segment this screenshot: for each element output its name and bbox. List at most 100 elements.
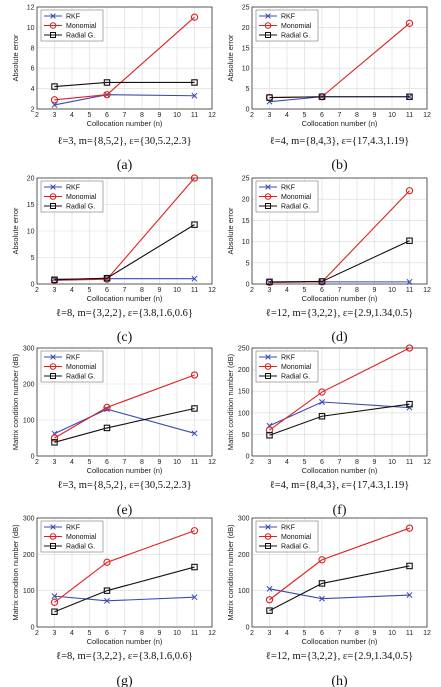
data-point-radial (51, 276, 58, 284)
data-point-radial (266, 278, 273, 286)
y-tick-label: 100 (23, 588, 35, 595)
y-tick-label: 0 (31, 625, 35, 632)
x-tick-label: 3 (268, 459, 272, 466)
data-point-radial (318, 580, 326, 587)
legend-marker-radial (50, 373, 56, 379)
y-axis-label: Matrix condition number (dB) (226, 524, 235, 621)
x-tick-label: 2 (35, 630, 39, 637)
data-point-rkf (191, 92, 198, 99)
x-tick-label: 11 (406, 287, 413, 294)
x-tick-label: 12 (423, 112, 431, 119)
legend: RKF Monomial Radial G. (255, 520, 319, 553)
x-tick-label: 7 (338, 112, 342, 119)
legend-label-radial: Radial G. (281, 374, 310, 381)
legend-label-rkf: RKF (66, 525, 80, 532)
data-point-radial (51, 608, 58, 615)
x-tick-label: 7 (123, 287, 127, 294)
y-tick-label: 5 (246, 86, 250, 93)
y-tick-label: 5 (31, 255, 35, 262)
x-axis-label: Collocation number (n) (302, 119, 378, 128)
legend: RKF Monomial Radial G. (40, 350, 104, 383)
y-tick-label: 100 (238, 588, 250, 595)
y-tick-label: 0 (246, 107, 250, 114)
data-point-rkf (191, 430, 198, 437)
legend-marker-monomial (49, 193, 57, 200)
plot-frame (36, 517, 213, 628)
x-tick-label: 3 (53, 112, 57, 119)
y-tick-label: 6 (31, 66, 35, 73)
data-point-monomial (318, 388, 326, 396)
plot-frame (251, 347, 428, 457)
panel-caption: ℓ=8, m={3,2,2}, ε={3.8,1.6,0.6} (56, 651, 193, 662)
legend-label-monomial: Monomial (281, 23, 312, 30)
data-point-radial (318, 413, 326, 420)
data-point-monomial (103, 91, 111, 99)
series-line-monomial (269, 347, 410, 431)
panel-caption: ℓ=8, m={3,2,2}, ε={3.8,1.6,0.6} (56, 308, 193, 319)
data-point-radial (406, 562, 413, 570)
series-line-radial (54, 407, 195, 443)
y-tick-label: 200 (23, 552, 35, 559)
legend-label-radial: Radial G. (66, 374, 95, 381)
panel-caption: ℓ=3, m={8,5,2}, ε={30,5.2,2.3} (57, 136, 191, 147)
y-tick-label: 10 (242, 239, 250, 246)
x-tick-label: 4 (70, 630, 74, 637)
x-tick-label: 2 (35, 112, 39, 119)
legend-label-radial: Radial G. (66, 544, 95, 551)
x-tick-label: 6 (320, 287, 324, 294)
y-axis-label: Absolute error (226, 207, 235, 255)
legend-marker-radial (50, 203, 56, 209)
data-point-radial (103, 587, 111, 594)
y-tick-label: 250 (238, 346, 250, 353)
y-tick-label: 15 (27, 202, 35, 209)
y-tick-label: 2 (31, 107, 35, 114)
legend-marker-monomial (264, 193, 272, 200)
series-line-monomial (54, 177, 195, 281)
legend-marker-radial (50, 543, 56, 549)
legend-label-rkf: RKF (66, 14, 80, 21)
y-tick-label: 200 (238, 552, 250, 559)
data-point-monomial (190, 371, 199, 379)
chart-panel-a: 2 3 4 5 6 7 8 9 10 11 12 2 4 6 8 10 12 Collocation number… (11, 5, 216, 174)
x-tick-label: 10 (173, 459, 181, 466)
series-line-monomial (269, 527, 410, 601)
data-point-monomial (405, 524, 414, 532)
plot-frame (251, 517, 428, 628)
x-tick-label: 6 (320, 630, 324, 637)
series-line-radial (54, 566, 195, 613)
x-tick-label: 3 (268, 287, 272, 294)
x-tick-label: 6 (105, 630, 109, 637)
legend-marker-monomial (264, 363, 272, 370)
series-line-monomial (54, 374, 195, 439)
legend-marker-rkf (265, 354, 271, 360)
x-tick-label: 9 (158, 459, 162, 466)
series-line-monomial (54, 530, 195, 603)
y-axis-label: Absolute error (11, 207, 20, 255)
chart-panel-b: 2 3 4 5 6 7 8 9 10 11 12 0 5 10 15 20 25 Collocation numb… (226, 5, 431, 174)
x-tick-label: 5 (88, 459, 92, 466)
legend-box (255, 180, 319, 213)
x-tick-label: 5 (303, 112, 307, 119)
series-line-radial (269, 403, 410, 436)
x-tick-label: 6 (105, 459, 109, 466)
x-tick-label: 3 (53, 459, 57, 466)
y-tick-label: 100 (23, 418, 35, 425)
legend-marker-rkf (50, 13, 56, 19)
y-tick-label: 20 (27, 176, 35, 183)
x-tick-label: 8 (355, 112, 359, 119)
legend-marker-radial (265, 32, 271, 38)
data-point-rkf (104, 406, 110, 413)
legend-marker-monomial (49, 363, 57, 370)
x-tick-label: 11 (191, 630, 198, 637)
x-tick-label: 4 (285, 287, 289, 294)
x-tick-label: 6 (320, 112, 324, 119)
y-tick-label: 25 (242, 5, 250, 12)
legend: RKF Monomial Radial G. (255, 9, 319, 42)
legend-marker-monomial (49, 533, 57, 540)
data-point-monomial (190, 13, 199, 21)
y-tick-label: 10 (27, 25, 35, 32)
y-tick-label: 20 (242, 197, 250, 204)
x-tick-label: 12 (423, 459, 431, 466)
y-tick-label: 12 (27, 5, 35, 12)
x-tick-label: 8 (140, 112, 144, 119)
